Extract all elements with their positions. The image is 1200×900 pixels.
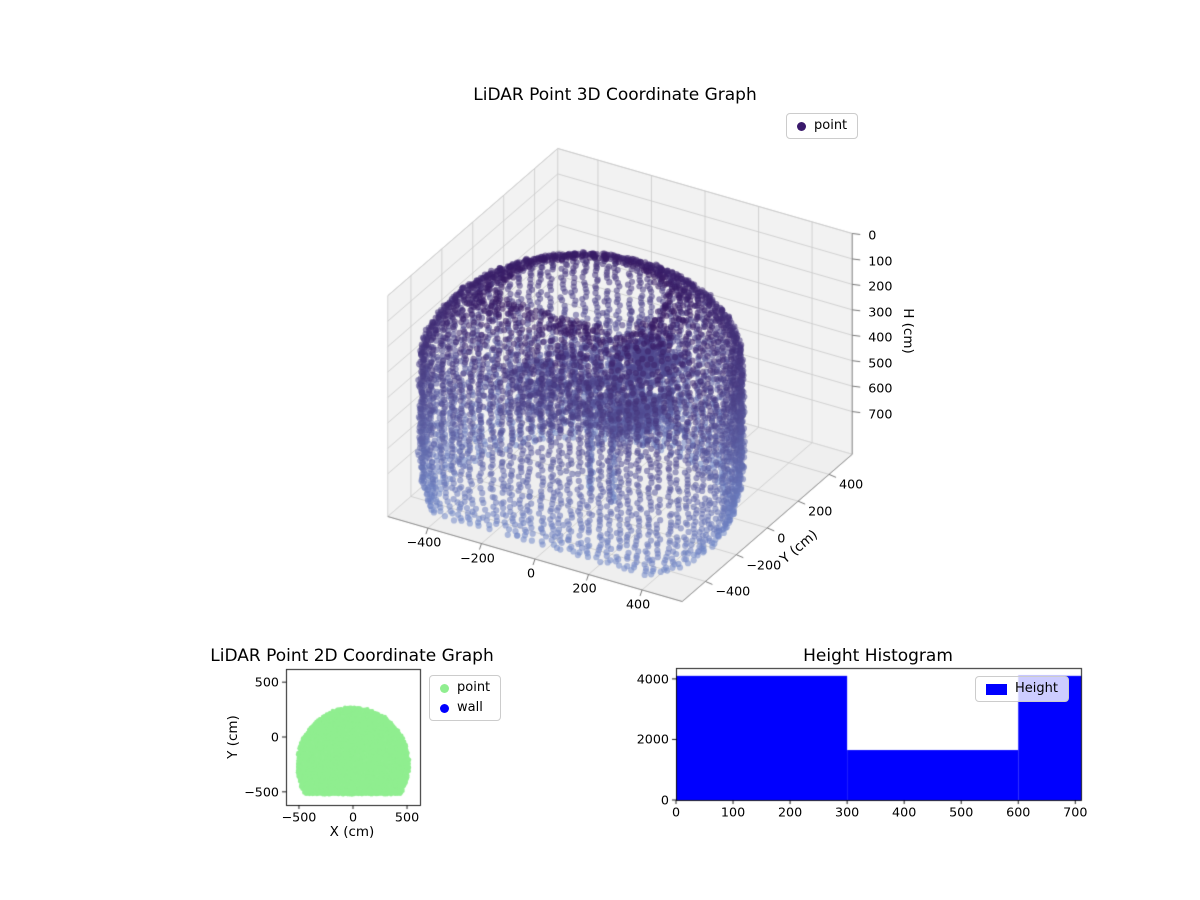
legend-histogram-item-height: Height bbox=[986, 682, 1058, 696]
tick-label-3d-y: 400 bbox=[839, 476, 864, 492]
tick-label-hist-x: 500 bbox=[949, 804, 974, 820]
tick-label-3d-h: 0 bbox=[868, 227, 877, 243]
tick-label-3d-x: −200 bbox=[460, 550, 495, 566]
legend-2d-label-point: point bbox=[457, 680, 491, 695]
tick-label-2d-x: 0 bbox=[348, 809, 358, 825]
tick-label-3d-h: 700 bbox=[868, 406, 893, 422]
legend-2d: point wall bbox=[429, 675, 502, 721]
tick-label-3d-y: 0 bbox=[777, 530, 786, 546]
tick-label-hist-x: 400 bbox=[892, 804, 917, 820]
point-marker-icon bbox=[440, 683, 449, 693]
title-2d-plot: LiDAR Point 2D Coordinate Graph bbox=[210, 646, 494, 666]
tick-label-3d-x: 400 bbox=[625, 596, 651, 612]
tick-label-3d-h: 300 bbox=[868, 304, 893, 320]
wall-marker-icon bbox=[440, 703, 449, 713]
legend-3d-label-point: point bbox=[814, 118, 848, 133]
axis-label-2d-y: Y (cm) bbox=[225, 715, 241, 759]
tick-label-3d-h: 100 bbox=[868, 253, 893, 269]
tick-label-3d-x: 200 bbox=[572, 580, 597, 596]
legend-2d-item-point: point bbox=[440, 681, 490, 695]
tick-label-hist-x: 100 bbox=[720, 804, 746, 820]
tick-label-hist-x: 700 bbox=[1063, 804, 1088, 820]
tick-label-hist-x: 300 bbox=[835, 804, 860, 820]
tick-label-2d-x: −500 bbox=[281, 809, 317, 825]
height-bar-marker-icon bbox=[986, 683, 1007, 695]
tick-label-3d-h: 200 bbox=[868, 278, 893, 294]
tick-label-2d-y: 0 bbox=[270, 729, 279, 745]
tick-label-hist-y: 2000 bbox=[636, 731, 669, 747]
tick-label-hist-y: 0 bbox=[660, 792, 669, 808]
tick-label-2d-x: 500 bbox=[394, 809, 420, 825]
tick-label-3d-y: −400 bbox=[715, 583, 751, 599]
axis-label-3d-h: H (cm) bbox=[900, 308, 916, 354]
tick-label-hist-x: 600 bbox=[1006, 804, 1031, 820]
point-marker-icon bbox=[797, 121, 806, 131]
legend-3d-item-point: point bbox=[797, 119, 847, 133]
legend-3d: point bbox=[786, 113, 859, 139]
tick-label-3d-h: 500 bbox=[868, 355, 893, 371]
tick-label-2d-y: −500 bbox=[244, 784, 279, 800]
tick-label-3d-h: 400 bbox=[868, 329, 893, 345]
tick-label-3d-x: −400 bbox=[406, 534, 442, 550]
tick-label-3d-x: 0 bbox=[526, 565, 536, 581]
legend-histogram: Height bbox=[975, 676, 1069, 702]
tick-label-3d-y: 200 bbox=[808, 503, 833, 519]
legend-2d-label-wall: wall bbox=[457, 700, 483, 715]
tick-label-2d-y: 500 bbox=[254, 674, 279, 690]
legend-histogram-label-height: Height bbox=[1015, 681, 1058, 696]
tick-label-3d-y: −200 bbox=[746, 557, 782, 573]
legend-2d-item-wall: wall bbox=[440, 701, 490, 715]
tick-label-hist-y: 4000 bbox=[636, 671, 669, 687]
tick-label-hist-x: 0 bbox=[671, 804, 681, 820]
title-3d-plot: LiDAR Point 3D Coordinate Graph bbox=[473, 85, 757, 105]
axis-label-2d-x: X (cm) bbox=[329, 824, 375, 840]
tick-label-hist-x: 200 bbox=[777, 804, 803, 820]
title-histogram: Height Histogram bbox=[803, 646, 953, 666]
tick-label-3d-h: 600 bbox=[868, 380, 893, 396]
